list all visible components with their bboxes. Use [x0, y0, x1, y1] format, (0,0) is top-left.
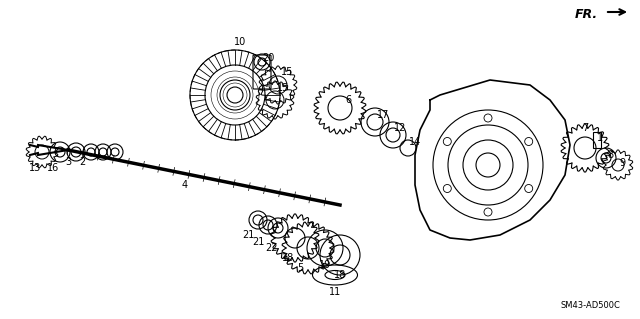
Text: 7: 7: [582, 123, 588, 133]
Text: 2: 2: [79, 157, 85, 167]
Text: 21: 21: [252, 237, 264, 247]
Text: 1: 1: [597, 133, 603, 143]
Text: 3: 3: [65, 157, 71, 167]
Text: 17: 17: [377, 110, 389, 120]
Text: 8: 8: [607, 150, 613, 160]
Text: FR.: FR.: [575, 9, 598, 21]
Text: 20: 20: [262, 53, 274, 63]
Text: 13: 13: [29, 163, 41, 173]
Text: 14: 14: [409, 137, 421, 147]
Text: 12: 12: [394, 123, 406, 133]
Text: 6: 6: [345, 95, 351, 105]
Text: 15: 15: [281, 67, 293, 77]
Text: 5: 5: [297, 263, 303, 273]
Text: 11: 11: [329, 287, 341, 297]
Text: SM43-AD500C: SM43-AD500C: [560, 300, 620, 309]
Text: 18: 18: [334, 270, 346, 280]
Text: 18: 18: [282, 253, 294, 263]
Bar: [593, 132, 601, 148]
Text: 15: 15: [277, 83, 289, 93]
Text: 4: 4: [182, 180, 188, 190]
Text: 10: 10: [234, 37, 246, 47]
Text: 19: 19: [319, 260, 331, 270]
Text: 21: 21: [242, 230, 254, 240]
Text: 22: 22: [266, 243, 278, 253]
Text: 9: 9: [619, 158, 625, 168]
Text: 16: 16: [47, 163, 59, 173]
